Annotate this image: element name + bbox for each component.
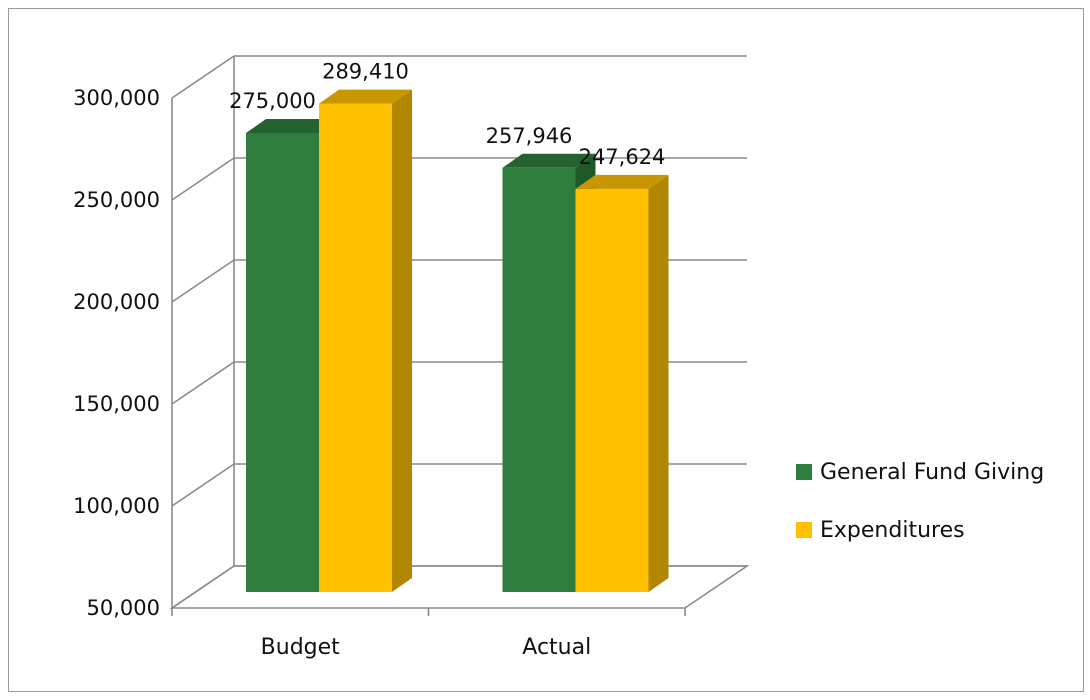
- legend-label: General Fund Giving: [820, 460, 1044, 485]
- data-label: 275,000: [229, 89, 316, 113]
- bar: [246, 133, 319, 592]
- gridline-depth: [171, 463, 235, 507]
- y-tick-label: 50,000: [87, 596, 160, 620]
- bar-top: [502, 153, 596, 168]
- y-tick-label: 150,000: [73, 392, 160, 416]
- legend-label: Expenditures: [820, 518, 965, 543]
- legend-swatch: [796, 522, 812, 538]
- gridline-depth: [171, 259, 235, 303]
- bar-side: [648, 174, 669, 592]
- bar: [319, 103, 392, 592]
- x-tick-label: Actual: [522, 635, 591, 660]
- legend-swatch: [796, 464, 812, 480]
- y-tick-label: 200,000: [73, 290, 160, 314]
- data-label: 257,946: [486, 124, 573, 148]
- y-tick-label: 100,000: [73, 494, 160, 518]
- data-label: 289,410: [322, 60, 409, 84]
- y-tick-label: 300,000: [73, 86, 160, 110]
- bar-top: [246, 119, 339, 133]
- gridline-depth: [171, 361, 235, 405]
- y-tick-label: 250,000: [73, 188, 160, 212]
- bar: [502, 167, 576, 592]
- bar: [575, 188, 649, 592]
- x-tick-label: Budget: [261, 635, 341, 660]
- bar-top: [319, 89, 412, 104]
- chart-floor: [169, 565, 750, 609]
- data-label: 247,624: [579, 145, 666, 169]
- bar-top: [575, 174, 669, 189]
- bar-side: [392, 89, 412, 592]
- gridline-depth: [171, 55, 235, 99]
- gridline-depth: [171, 157, 235, 201]
